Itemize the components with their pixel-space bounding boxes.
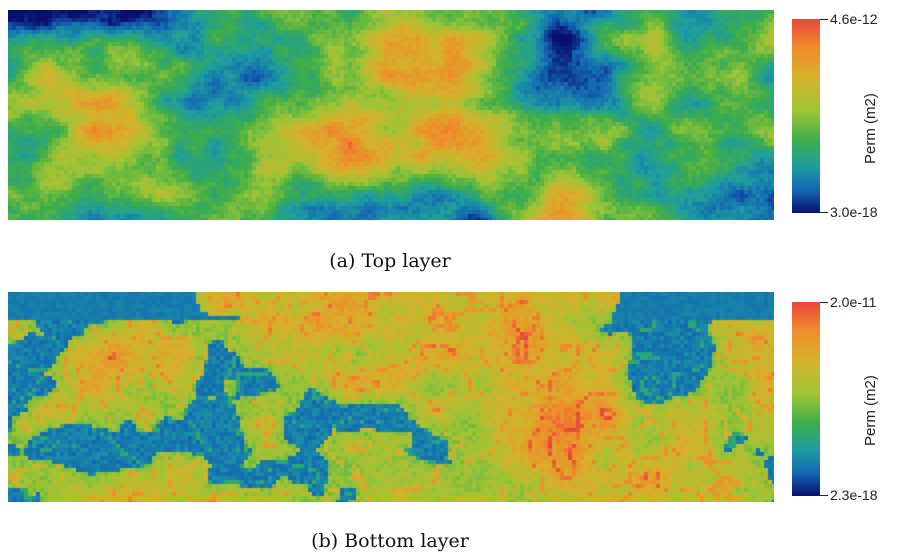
top-layer-colorbar [792, 19, 820, 213]
colorbar-min-tick [820, 212, 828, 213]
colorbar-title: Perm (m2) [862, 375, 879, 446]
colorbar-gradient [792, 19, 820, 213]
bottom-layer-permeability-field [8, 292, 774, 502]
bottom-layer-panel: 2.0e-11 2.3e-18 Perm (m2) (b) Bottom lay… [0, 280, 902, 557]
colorbar-max-tick [820, 302, 828, 303]
top-layer-panel: 4.6e-12 3.0e-18 Perm (m2) (a) Top layer [8, 10, 879, 272]
top-layer-caption: (a) Top layer [329, 250, 451, 272]
colorbar-min-tick [820, 495, 828, 496]
colorbar-max-tick [820, 19, 828, 20]
colorbar-max-label: 4.6e-12 [830, 11, 878, 27]
colorbar-gradient [792, 302, 820, 496]
colorbar-max-label: 2.0e-11 [830, 294, 877, 310]
colorbar-title: Perm (m2) [862, 93, 879, 164]
colorbar-min-label: 2.3e-18 [830, 487, 878, 503]
top-layer-permeability-field [8, 10, 774, 220]
bottom-layer-colorbar [792, 302, 820, 496]
colorbar-min-label: 3.0e-18 [830, 204, 878, 220]
bottom-layer-caption: (b) Bottom layer [311, 530, 469, 552]
